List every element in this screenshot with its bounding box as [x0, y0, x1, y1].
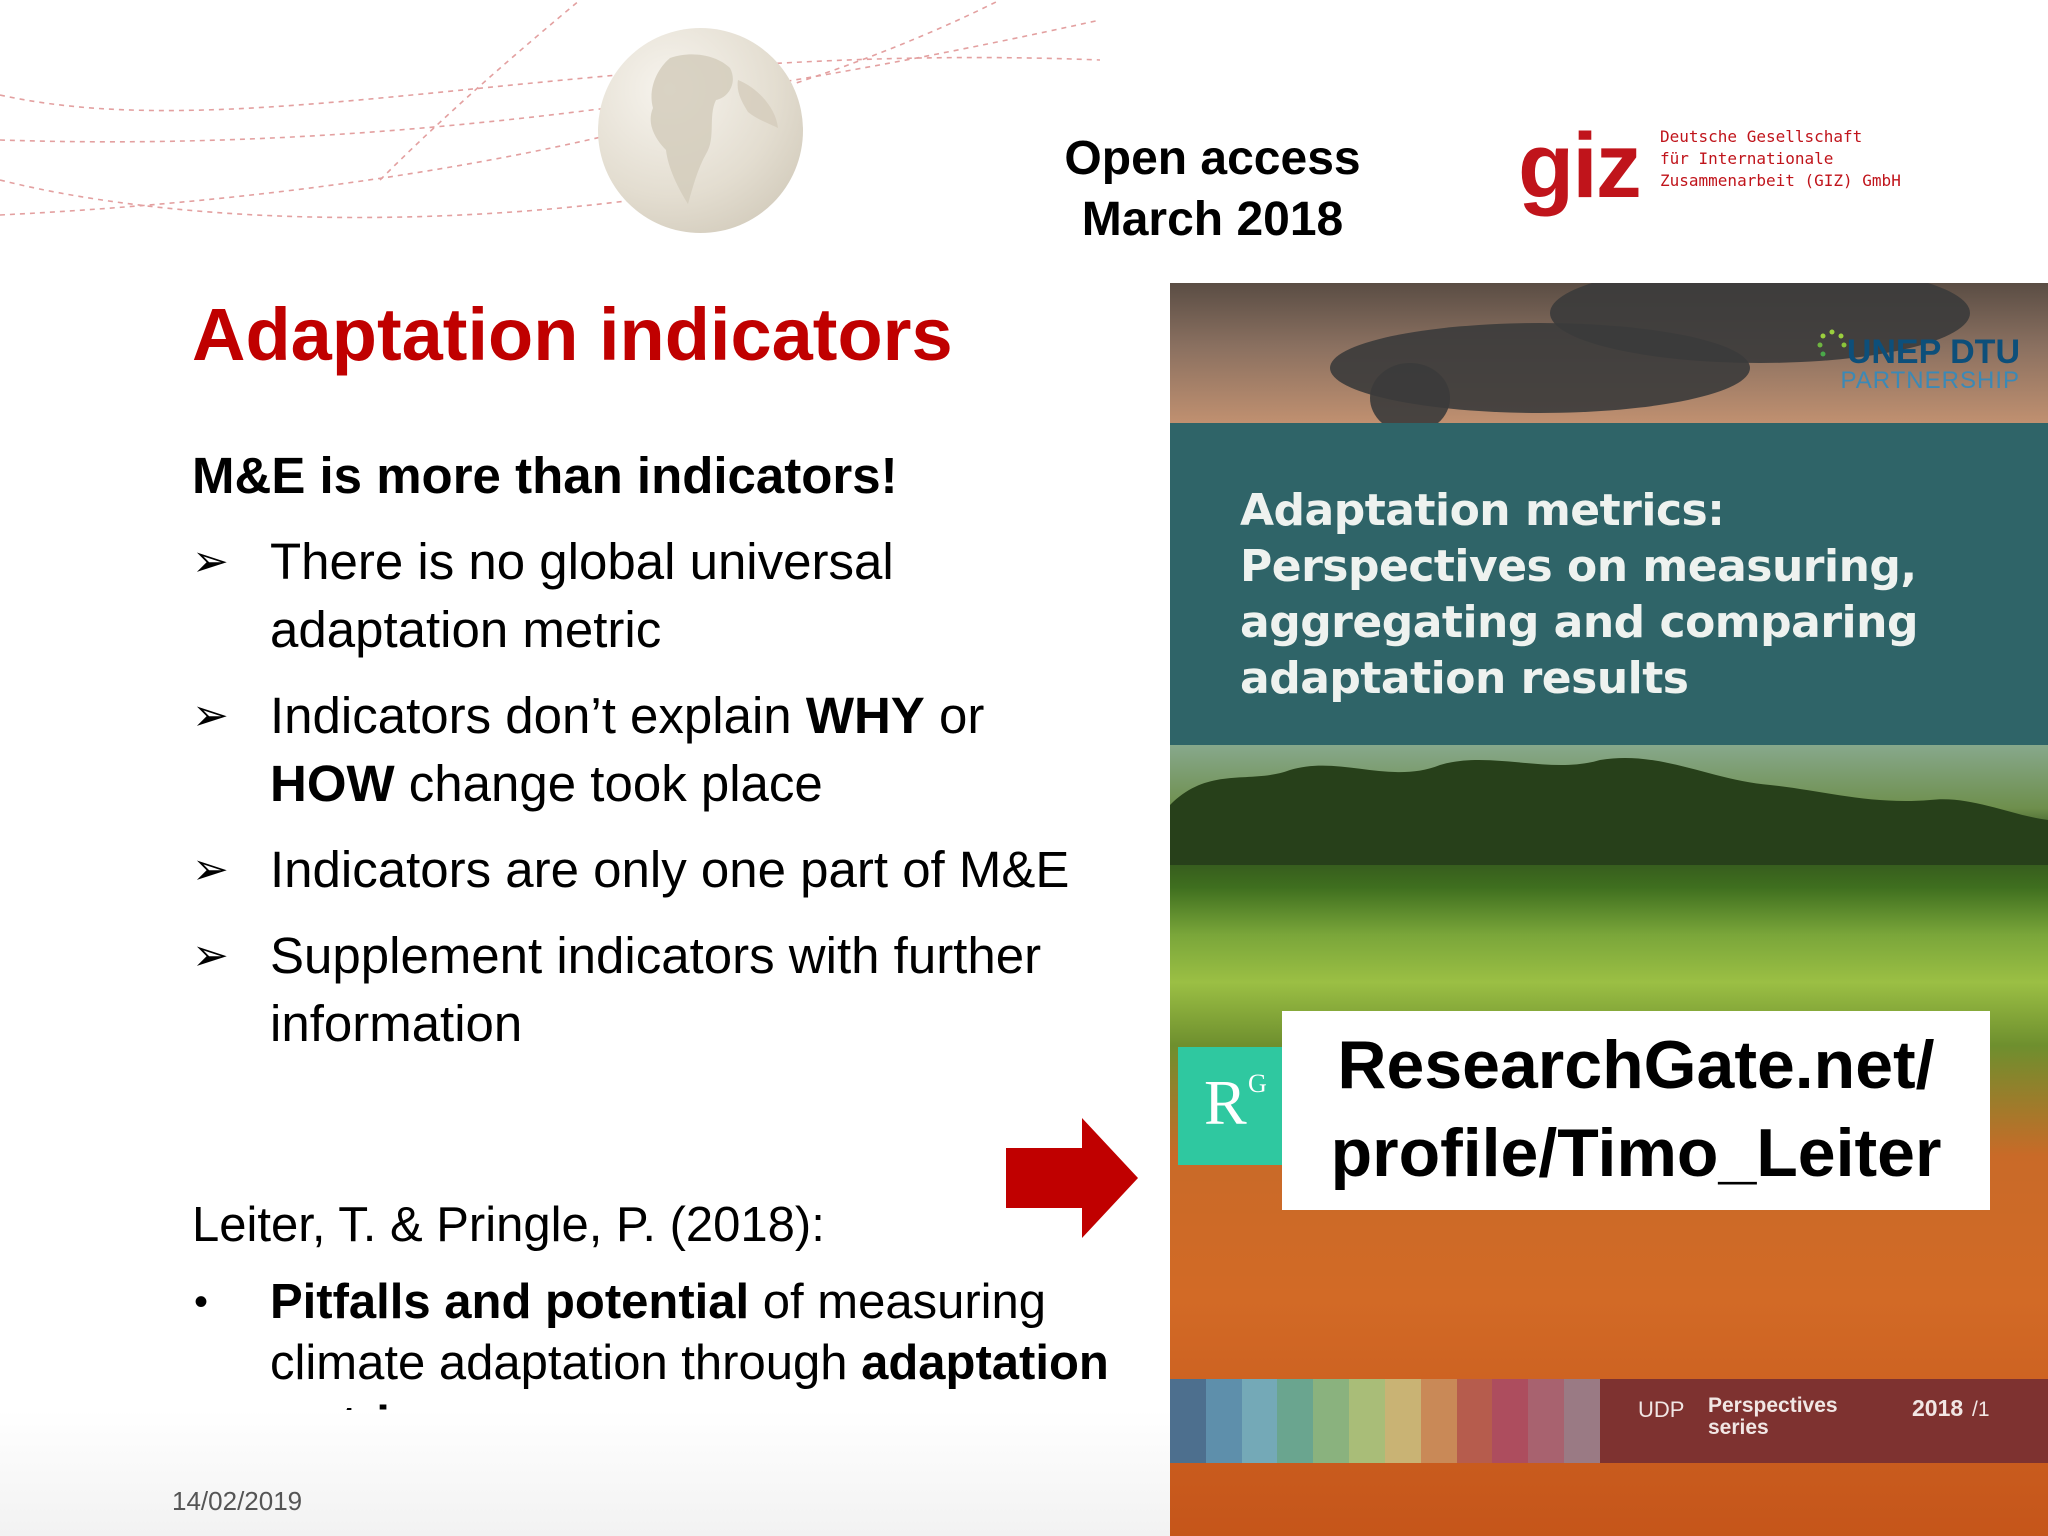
bullet-item: ➢ There is no global universal adaptation… — [192, 528, 1092, 664]
dots-circle-icon — [1817, 329, 1847, 357]
cover-title-panel: Adaptation metrics: Perspectives on meas… — [1170, 423, 2048, 745]
researchgate-url-box: ResearchGate.net/ profile/Timo_Leiter — [1282, 1011, 1990, 1210]
reference-citation: Leiter, T. & Pringle, P. (2018): — [192, 1198, 825, 1252]
series-label: UDP Perspectives series 2018 /1 — [1600, 1379, 2048, 1463]
subheading: M&E is more than indicators! — [192, 447, 898, 504]
slide-title: Adaptation indicators — [192, 293, 953, 376]
bullet-item: ➢ Indicators don’t explain WHY or HOW cha… — [192, 682, 1092, 818]
cover-title: Adaptation metrics: Perspectives on meas… — [1240, 485, 1918, 704]
reference-list: • Pitfalls and potential of measuring cli… — [192, 1272, 1112, 1455]
bullet-item: ➢ Indicators are only one part of M&E — [192, 836, 1092, 904]
footer-date: 14/02/2019 — [172, 1486, 303, 1516]
footer-band — [0, 1410, 1172, 1536]
color-swatches — [1170, 1379, 1600, 1463]
researchgate-url[interactable]: ResearchGate.net/ profile/Timo_Leiter — [1330, 1027, 1942, 1191]
series-band: UDP Perspectives series 2018 /1 — [1170, 1379, 2048, 1463]
red-arrow-icon — [1006, 1118, 1138, 1238]
color-swatch — [1205, 1379, 1242, 1463]
color-swatch — [1492, 1379, 1529, 1463]
unep-dtu-logo: UNEP DTU PARTNERSHIP — [1817, 329, 2020, 394]
series-udp: UDP — [1638, 1397, 1685, 1422]
open-access-label: Open access March 2018 — [985, 128, 1440, 250]
cover-sky — [1170, 283, 2048, 433]
color-swatch — [1420, 1379, 1457, 1463]
color-swatch — [1313, 1379, 1350, 1463]
giz-org-name: Deutsche Gesellschaft für Internationale Z… — [1660, 127, 1901, 190]
unep-dtu-name: UNEP DTU — [1846, 333, 2020, 371]
decorative-lines — [0, 0, 1100, 219]
publication-date: March 2018 — [1081, 193, 1344, 246]
color-swatch — [1170, 1379, 1206, 1463]
bullet-list: ➢ There is no global universal adaptation… — [192, 528, 1092, 1076]
publication-cover: UNEP DTU PARTNERSHIP Adaptation metrics:… — [1170, 283, 2048, 1536]
globe-icon — [598, 28, 803, 233]
unep-dtu-sub: PARTNERSHIP — [1840, 367, 2020, 394]
color-swatch — [1241, 1379, 1278, 1463]
arrow-bullet-icon: ➢ — [192, 930, 229, 981]
color-swatch — [1277, 1379, 1314, 1463]
tree-line — [1170, 757, 2048, 865]
color-swatch — [1349, 1379, 1385, 1463]
color-swatch — [1384, 1379, 1421, 1463]
arrow-bullet-icon: ➢ — [192, 690, 229, 741]
reference-item: • Pitfalls and potential of measuring cli… — [192, 1272, 1112, 1455]
open-access-line: Open access — [1064, 132, 1361, 185]
bullet-item: ➢ Supplement indicators with further info… — [192, 922, 1092, 1058]
giz-mark: giz — [1518, 115, 1642, 217]
dot-bullet-icon: • — [194, 1280, 209, 1324]
series-name: Perspectives series — [1708, 1394, 1838, 1439]
color-swatch — [1528, 1379, 1565, 1463]
arrow-bullet-icon: ➢ — [192, 536, 229, 587]
series-year: 2018 — [1912, 1395, 1964, 1421]
arrow-bullet-icon: ➢ — [192, 844, 229, 895]
giz-logo: giz Deutsche Gesellschaft für Internation… — [1518, 115, 1901, 220]
series-number: /1 — [1972, 1398, 1990, 1421]
color-swatch — [1456, 1379, 1493, 1463]
color-swatch — [1564, 1379, 1600, 1463]
